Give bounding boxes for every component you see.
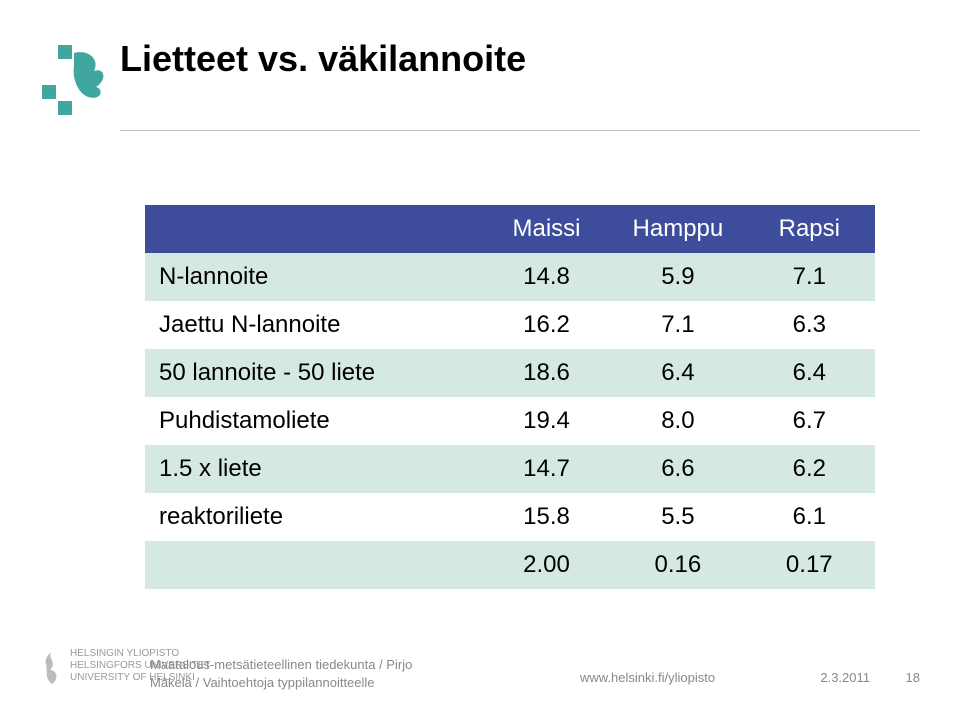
footer-page-number: 18 xyxy=(906,670,920,685)
table-cell: 6.7 xyxy=(744,397,875,445)
table-cell: 0.17 xyxy=(744,541,875,589)
table-row: 50 lannoite - 50 liete18.66.46.4 xyxy=(145,349,875,397)
table-cell: 5.5 xyxy=(612,493,743,541)
slide-footer: HELSINGIN YLIOPISTO HELSINGFORS UNIVERSI… xyxy=(40,648,920,698)
table-row: 1.5 x liete14.76.66.2 xyxy=(145,445,875,493)
table-cell: Puhdistamoliete xyxy=(145,397,481,445)
table-cell: 6.4 xyxy=(744,349,875,397)
table-row: Puhdistamoliete19.48.06.7 xyxy=(145,397,875,445)
table-cell: 7.1 xyxy=(612,301,743,349)
table-cell: 7.1 xyxy=(744,253,875,301)
slide-logo xyxy=(38,45,108,125)
title-divider xyxy=(120,130,920,131)
table-cell: 14.8 xyxy=(481,253,612,301)
footer-dept: Maatalous-metsätieteellinen tiedekunta /… xyxy=(150,656,412,692)
table-row: reaktoriliete15.85.56.1 xyxy=(145,493,875,541)
footer-url: www.helsinki.fi/yliopisto xyxy=(580,670,715,685)
table-header-cell xyxy=(145,205,481,253)
table-cell: 6.1 xyxy=(744,493,875,541)
footer-date: 2.3.2011 xyxy=(820,670,870,685)
table-cell: 5.9 xyxy=(612,253,743,301)
table-cell: 6.4 xyxy=(612,349,743,397)
page-title: Lietteet vs. väkilannoite xyxy=(120,38,526,80)
table-row: 2.000.160.17 xyxy=(145,541,875,589)
table-cell: 16.2 xyxy=(481,301,612,349)
table-cell: 18.6 xyxy=(481,349,612,397)
table-cell: 1.5 x liete xyxy=(145,445,481,493)
table-cell: 6.3 xyxy=(744,301,875,349)
table-cell: Jaettu N-lannoite xyxy=(145,301,481,349)
table-cell: 8.0 xyxy=(612,397,743,445)
table-row: N-lannoite14.85.97.1 xyxy=(145,253,875,301)
table-header-cell: Hamppu xyxy=(612,205,743,253)
table-header-cell: Maissi xyxy=(481,205,612,253)
table-cell: 50 lannoite - 50 liete xyxy=(145,349,481,397)
table-cell: 6.6 xyxy=(612,445,743,493)
table-cell: 15.8 xyxy=(481,493,612,541)
table-cell xyxy=(145,541,481,589)
comparison-table: MaissiHamppuRapsiN-lannoite14.85.97.1Jae… xyxy=(145,205,875,589)
table-cell: N-lannoite xyxy=(145,253,481,301)
table-row: Jaettu N-lannoite16.27.16.3 xyxy=(145,301,875,349)
table-cell: reaktoriliete xyxy=(145,493,481,541)
table-cell: 2.00 xyxy=(481,541,612,589)
table-cell: 0.16 xyxy=(612,541,743,589)
table-header-cell: Rapsi xyxy=(744,205,875,253)
table-cell: 19.4 xyxy=(481,397,612,445)
table-cell: 14.7 xyxy=(481,445,612,493)
table-cell: 6.2 xyxy=(744,445,875,493)
